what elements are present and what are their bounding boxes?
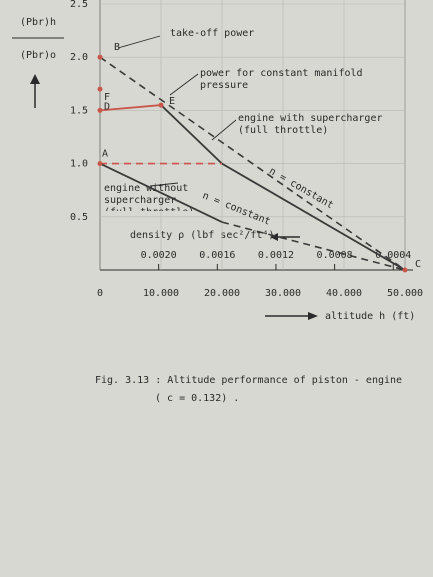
- x2-label: density ρ (lbf sec²/ft⁴): [130, 230, 275, 241]
- x-tick-label: 30.000: [265, 288, 301, 299]
- leader-line: [211, 119, 237, 141]
- point: [97, 86, 103, 92]
- y-tick-label: 2.5: [70, 0, 88, 10]
- point-label: D: [104, 101, 110, 112]
- y-tick-label: 1.5: [70, 105, 88, 116]
- series-line: [221, 221, 406, 271]
- caption-line: Fig. 3.13 : Altitude performance of pist…: [95, 375, 402, 386]
- point: [97, 161, 103, 167]
- x-tick-label: 50.000: [387, 288, 423, 299]
- x-tick-label: 20.000: [204, 288, 240, 299]
- caption-line: ( c = 0.132) .: [155, 393, 239, 404]
- series-name-box: take-off power: [170, 28, 255, 39]
- x-label: altitude h (ft): [325, 311, 415, 322]
- point: [402, 267, 408, 273]
- x2-tick-label: 0.0020: [141, 250, 177, 261]
- x-tick-label: 0: [97, 288, 103, 299]
- point: [97, 54, 103, 60]
- x2-tick-label: 0.0004: [375, 250, 411, 261]
- series-name: engine without supercharger (full thrott…: [104, 183, 194, 211]
- point: [158, 102, 164, 108]
- series-line: [99, 104, 162, 112]
- x-arrowhead: [308, 312, 318, 320]
- series-name: power for constant manifold pressure: [200, 68, 363, 91]
- series-name-box: engine with supercharger (full throttle): [238, 113, 383, 136]
- point-label: A: [102, 149, 108, 160]
- series-name-box: power for constant manifold pressure: [200, 68, 363, 91]
- y-label-numerator: (Pbr)h: [20, 17, 56, 28]
- x2-tick-label: 0.0008: [317, 250, 353, 261]
- point: [97, 107, 103, 113]
- x-tick-label: 10.000: [143, 288, 179, 299]
- point-label: F: [104, 92, 110, 103]
- point-label: E: [169, 96, 175, 107]
- x2-label-arrowhead: [270, 233, 278, 241]
- y-label-denominator: (Pbr)o: [20, 50, 56, 61]
- leader-line: [117, 35, 161, 49]
- series-name: take-off power: [170, 28, 255, 39]
- leader-line: [149, 182, 179, 187]
- x2-tick-label: 0.0012: [258, 250, 294, 261]
- series-line: [99, 162, 223, 223]
- leader-line: [169, 73, 199, 96]
- series-name-box: engine without supercharger (full thrott…: [104, 183, 194, 211]
- y-tick-label: 0.5: [70, 212, 88, 223]
- x2-tick-label: 0.0016: [199, 250, 235, 261]
- y-arrowhead: [30, 74, 40, 84]
- series-line: [99, 56, 406, 271]
- point-label: B: [114, 42, 120, 53]
- point-label: C: [415, 259, 421, 270]
- x-tick-label: 40.000: [326, 288, 362, 299]
- series-name: engine with supercharger (full throttle): [238, 113, 383, 136]
- y-tick-label: 2.0: [70, 52, 88, 63]
- y-tick-label: 1.0: [70, 159, 88, 170]
